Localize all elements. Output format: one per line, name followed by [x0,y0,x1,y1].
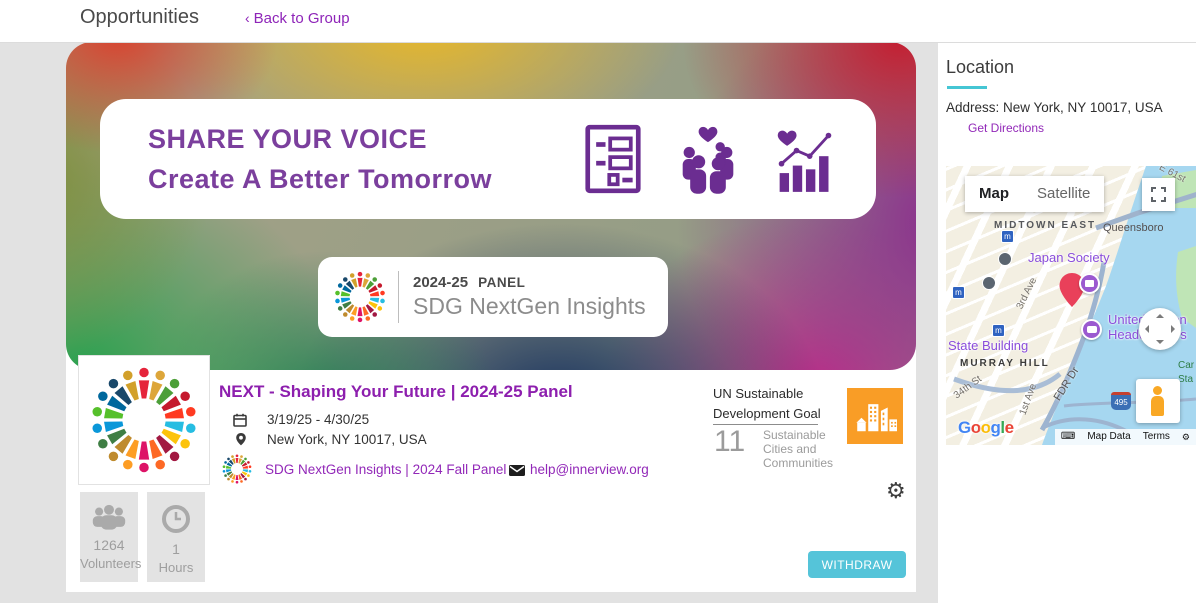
pill-divider [398,271,399,323]
sdg-goal-number: 11 [714,425,746,458]
volunteers-count: 1264 [93,537,125,553]
volunteers-people-icon [92,504,126,530]
pan-left-arrow[interactable] [1145,325,1149,333]
opportunity-logo-box [78,355,210,485]
japan-society-poi-marker[interactable] [1079,273,1100,294]
pegman-control[interactable] [1136,379,1180,423]
survey-form-icon [585,124,641,194]
banner-line1: SHARE YOUR VOICE [148,124,428,154]
map-label-state-building: State Building [948,338,1029,353]
location-heading-underline [947,86,987,89]
transit-station-icon[interactable] [998,252,1012,266]
subway-station-icon[interactable]: m [992,324,1005,337]
hours-label: Hours [158,560,194,575]
location-text: New York, NY 10017, USA [267,432,427,447]
pegman-icon [1149,386,1167,416]
map-label-midtown-east: MIDTOWN EAST [994,220,1097,231]
subway-station-icon[interactable]: m [952,286,965,299]
pill-panel-word: PANEL [478,275,526,290]
date-range: 3/19/25 - 4/30/25 [267,412,370,427]
google-logo: Google [958,418,1014,437]
keyboard-shortcuts-icon[interactable]: ⌨ [1054,429,1082,445]
location-heading: Location [946,57,1015,77]
map-data-link[interactable]: Map Data [1081,429,1137,445]
map-label-murray-hill: MURRAY HILL [960,358,1050,369]
top-header: Opportunities ‹ Back to Group [0,0,1196,43]
settings-gear-icon[interactable]: ⚙ [886,478,906,503]
volunteers-stat-box: 1264 Volunteers [80,492,142,582]
pan-up-arrow[interactable] [1156,314,1164,318]
hours-clock-icon [162,505,190,533]
map-label-queensboro: Queensboro [1103,222,1164,234]
pill-brand: SDG NextGen Insights [413,293,646,319]
hours-stat-box: 1 Hours [147,492,205,582]
transit-station-icon[interactable] [982,276,996,290]
map-label-japan-society: Japan Society [1028,250,1110,265]
satellite-view-button[interactable]: Satellite [1037,185,1091,202]
subway-station-icon[interactable]: m [1001,230,1014,243]
location-address: Address: New York, NY 10017, USA [946,100,1163,115]
impact-chart-icon [777,130,832,192]
withdraw-button[interactable]: WITHDRAW [808,551,906,578]
pill-year: 2024-25 [413,274,469,291]
fullscreen-icon [1151,187,1166,202]
volunteers-label: Volunteers [80,556,142,571]
sdg-goal-name: Sustainable Cities and Communities [763,428,834,470]
opportunity-banner: SHARE YOUR VOICE Create A Better Tomorro… [66,42,916,370]
opportunity-card: SHARE YOUR VOICE Create A Better Tomorro… [66,42,916,592]
google-map[interactable]: E 61st Queensboro MIDTOWN EAST Japan Soc… [946,166,1196,445]
email-link[interactable]: help@innerview.org [530,462,649,477]
back-to-group-link[interactable]: ‹ Back to Group [245,10,350,27]
banner-headline: SHARE YOUR VOICE Create A Better Tomorro… [148,119,578,199]
map-pin-marker[interactable] [1058,272,1086,308]
map-view-button[interactable]: Map [979,185,1009,202]
org-avatar-wheel [222,454,252,484]
banner-line2: Create A Better Tomorrow [148,164,493,194]
pan-down-arrow[interactable] [1156,340,1164,344]
calendar-icon [233,413,247,427]
sdg-wheel-logo-large [92,367,196,473]
camera-poi-marker[interactable] [1081,319,1102,340]
map-label-car: Car [1178,360,1195,371]
org-link[interactable]: SDG NextGen Insights | 2024 Fall Panel [265,462,507,477]
opportunity-title: NEXT - Shaping Your Future | 2024-25 Pan… [219,382,573,401]
banner-hero-box: SHARE YOUR VOICE Create A Better Tomorro… [100,99,876,219]
pan-control[interactable] [1139,308,1181,350]
hours-count: 1 [172,541,180,557]
brand-pill: 2024-25 PANEL SDG NextGen Insights [318,257,668,337]
un-sdg-underline [713,424,818,425]
sdg-goal-tile [847,388,903,444]
interstate-495-shield: 495 [1111,392,1131,410]
sdg11-city-icon [856,404,897,432]
chevron-left-icon: ‹ [245,10,250,26]
community-heart-icon [682,126,734,194]
pan-right-arrow[interactable] [1171,325,1175,333]
page-title: Opportunities [80,6,199,28]
location-pin-icon [236,433,246,446]
fullscreen-button[interactable] [1142,178,1175,211]
sdg-wheel-logo [335,271,385,323]
banner-icons [584,124,836,194]
map-attribution-bar: ⌨ Map Data Terms ⚙ [1054,429,1196,445]
envelope-icon [509,465,525,476]
location-sidebar: Location Address: New York, NY 10017, US… [938,42,1196,603]
un-sdg-heading-line1: UN Sustainable [713,386,804,401]
get-directions-link[interactable]: Get Directions [968,121,1045,135]
terms-link[interactable]: Terms [1136,429,1176,445]
map-type-control: Map Satellite [965,176,1105,212]
report-error-icon[interactable]: ⚙ [1175,429,1196,445]
map-label-sta: Sta [1178,374,1194,385]
un-sdg-heading-line2: Development Goal [713,406,821,421]
back-link-label: Back to Group [253,10,350,27]
